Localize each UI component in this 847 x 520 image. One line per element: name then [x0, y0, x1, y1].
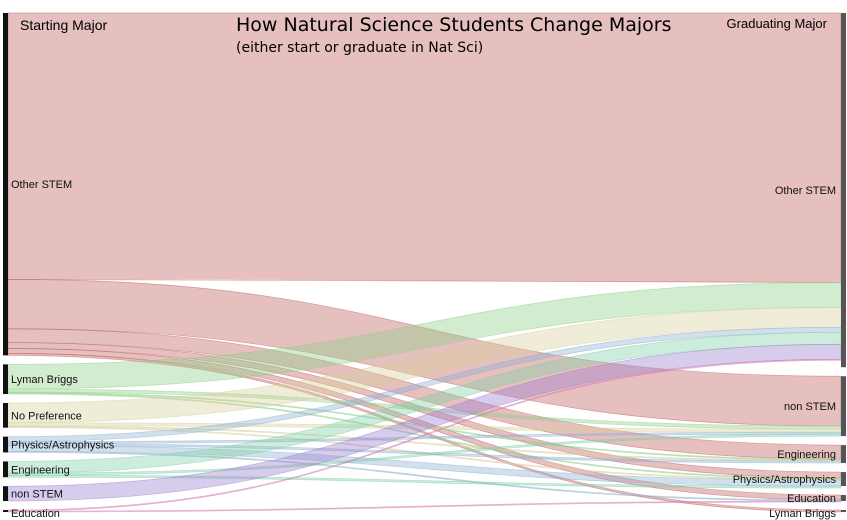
right-node-engineering [841, 445, 846, 464]
right-label-engineering: Engineering [777, 449, 836, 461]
right-label-lyman-briggs: Lyman Briggs [769, 508, 836, 520]
flow-engineering-to-physics-astrophysics [7, 474, 842, 489]
right-node-other-stem [841, 13, 846, 368]
left-node-physics-astrophysics [3, 436, 8, 453]
right-header: Graduating Major [727, 16, 828, 31]
chart-title: How Natural Science Students Change Majo… [236, 14, 671, 36]
node-labels: Other STEM Lyman Briggs No Preference Physi… [11, 179, 836, 520]
right-node-education [841, 495, 846, 502]
node-bars [3, 13, 846, 512]
chart-subtitle: (either start or graduate in Nat Sci) [236, 40, 483, 56]
right-node-non-stem [841, 376, 846, 437]
left-label-lyman-briggs: Lyman Briggs [11, 374, 78, 386]
right-label-physics-astrophysics: Physics/Astrophysics [733, 474, 837, 486]
flow-engineering-to-non-stem [7, 433, 842, 476]
left-label-education: Education [11, 508, 60, 520]
right-node-physics-astrophysics [841, 472, 846, 487]
right-label-education: Education [787, 493, 836, 505]
flow-links [7, 12, 842, 513]
right-label-non-stem: non STEM [784, 401, 836, 413]
flow-education-to-education [7, 500, 842, 513]
left-label-physics-astrophysics: Physics/Astrophysics [11, 440, 115, 452]
left-node-education [3, 510, 8, 512]
left-node-lyman-briggs [3, 364, 8, 394]
left-node-engineering [3, 461, 8, 478]
right-label-other-stem: Other STEM [775, 185, 836, 197]
left-label-other-stem: Other STEM [11, 179, 72, 191]
left-node-other-stem [3, 13, 8, 356]
left-label-no-preference: No Preference [11, 410, 82, 422]
left-label-engineering: Engineering [11, 464, 70, 476]
left-node-non-stem [3, 486, 8, 502]
left-header: Starting Major [20, 17, 107, 33]
left-label-non-stem: non STEM [11, 489, 63, 501]
right-node-lyman-briggs [841, 510, 846, 512]
left-node-no-preference [3, 402, 8, 428]
